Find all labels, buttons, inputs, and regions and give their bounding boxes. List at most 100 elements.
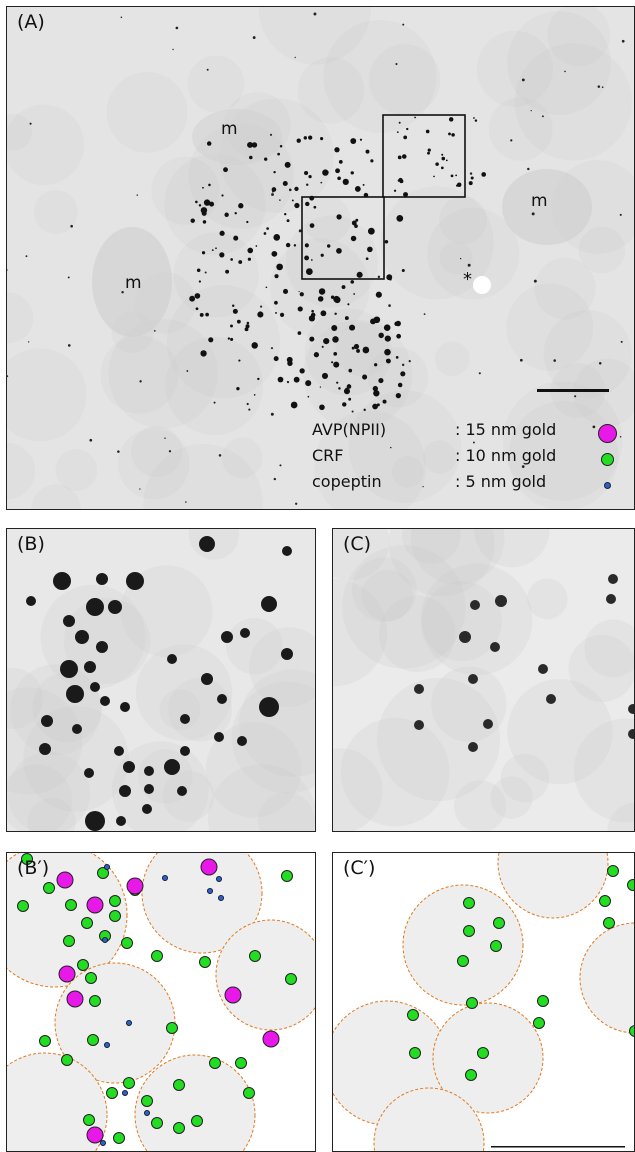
texture-blob xyxy=(159,689,201,731)
gold-particle xyxy=(255,245,258,247)
gold-particle xyxy=(123,761,135,773)
gold-particle xyxy=(233,235,239,241)
gold-particle xyxy=(310,259,313,261)
texture-blob xyxy=(421,581,502,662)
gold-particle xyxy=(245,324,250,329)
gold-particle xyxy=(167,654,177,664)
legend-size-copeptin: : 5 nm gold xyxy=(455,472,547,491)
panel-c-label: (C) xyxy=(343,533,372,555)
gold-particle xyxy=(298,290,300,293)
gold-particle xyxy=(206,68,209,71)
gold-10nm xyxy=(123,1077,135,1089)
gold-10nm xyxy=(151,1117,163,1129)
gold-particle xyxy=(349,324,356,331)
texture-blob xyxy=(439,196,488,245)
gold-particle xyxy=(323,338,330,345)
inset-box-b xyxy=(301,196,385,280)
gold-particle xyxy=(382,399,387,404)
texture-blob xyxy=(348,390,462,503)
gold-particle xyxy=(473,117,475,119)
legend-row-copeptin: copeptin : 5 nm gold xyxy=(300,472,620,498)
gold-particle xyxy=(319,404,325,411)
gold-particle xyxy=(362,346,370,354)
texture-blob xyxy=(507,679,613,785)
gold-particle xyxy=(397,155,402,160)
texture-blob xyxy=(33,190,78,234)
legend-row-avp: AVP(NPII) : 15 nm gold xyxy=(300,420,620,446)
gold-particle xyxy=(474,119,478,122)
gold-particle xyxy=(353,343,360,350)
gold-particle xyxy=(293,244,297,247)
gold-particle xyxy=(282,546,292,556)
gold-15nm xyxy=(86,1126,104,1144)
gold-particle xyxy=(257,311,264,318)
gold-particle xyxy=(279,312,285,317)
gold-10nm xyxy=(285,973,297,985)
gold-particle xyxy=(330,295,335,299)
texture-blob xyxy=(333,529,390,581)
gold-particle xyxy=(347,303,350,306)
gold-particle xyxy=(218,454,222,457)
gold-particle xyxy=(114,746,124,756)
gold-particle xyxy=(286,219,290,223)
gold-particle xyxy=(26,596,36,606)
gold-particle xyxy=(90,682,100,692)
gold-particle xyxy=(317,296,324,302)
scale-bar xyxy=(537,389,609,392)
gold-particle xyxy=(333,295,340,303)
gold-particle xyxy=(334,147,340,153)
gold-particle xyxy=(423,313,426,315)
secretory-vesicle xyxy=(7,1052,108,1151)
texture-blob xyxy=(168,677,232,742)
gold-particle xyxy=(294,186,299,192)
gold-particle xyxy=(373,390,380,397)
gold-10nm xyxy=(43,882,55,894)
gold-particle xyxy=(305,183,309,187)
gold-particle xyxy=(546,694,556,704)
gold-10nm xyxy=(39,1035,51,1047)
gold-particle xyxy=(468,742,478,752)
gold-10nm xyxy=(235,1057,247,1069)
texture-blob xyxy=(507,11,611,115)
texture-blob xyxy=(106,71,188,153)
gold-particle xyxy=(213,401,216,404)
gold-particle xyxy=(521,78,525,82)
texture-blob xyxy=(111,741,209,831)
gold-particle xyxy=(311,309,314,313)
texture-blob xyxy=(23,706,129,812)
gold-particle xyxy=(265,286,268,289)
gold-particle xyxy=(322,169,329,176)
legend-dot-blue xyxy=(604,482,611,489)
texture-blob xyxy=(578,226,626,274)
gold-particle xyxy=(234,212,237,215)
gold-particle xyxy=(495,595,507,607)
gold-particle xyxy=(224,212,229,217)
gold-particle xyxy=(153,330,156,332)
gold-5nm xyxy=(100,1139,107,1146)
gold-particle xyxy=(198,204,202,207)
gold-particle xyxy=(309,223,315,228)
gold-particle xyxy=(313,205,317,209)
gold-particle xyxy=(299,292,304,297)
gold-particle xyxy=(286,380,290,384)
gold-particle xyxy=(441,156,446,161)
texture-blob xyxy=(7,764,72,831)
gold-particle xyxy=(283,288,289,294)
gold-particle xyxy=(601,86,604,89)
gold-5nm xyxy=(217,895,224,902)
gold-particle xyxy=(399,179,404,184)
panel-a: (A) m m m * xyxy=(6,6,635,510)
mito-label-3: m xyxy=(125,273,142,293)
texture-blob xyxy=(508,401,619,509)
gold-particle xyxy=(469,172,473,175)
gold-particle xyxy=(215,247,217,250)
gold-particle xyxy=(195,307,199,311)
gold-particle xyxy=(144,766,154,776)
texture-blob xyxy=(7,687,83,795)
gold-particle xyxy=(225,269,230,274)
gold-particle xyxy=(276,263,284,271)
gold-particle xyxy=(164,437,166,439)
gold-particle xyxy=(397,179,401,182)
texture-blob xyxy=(607,802,634,831)
texture-blob xyxy=(502,381,623,501)
